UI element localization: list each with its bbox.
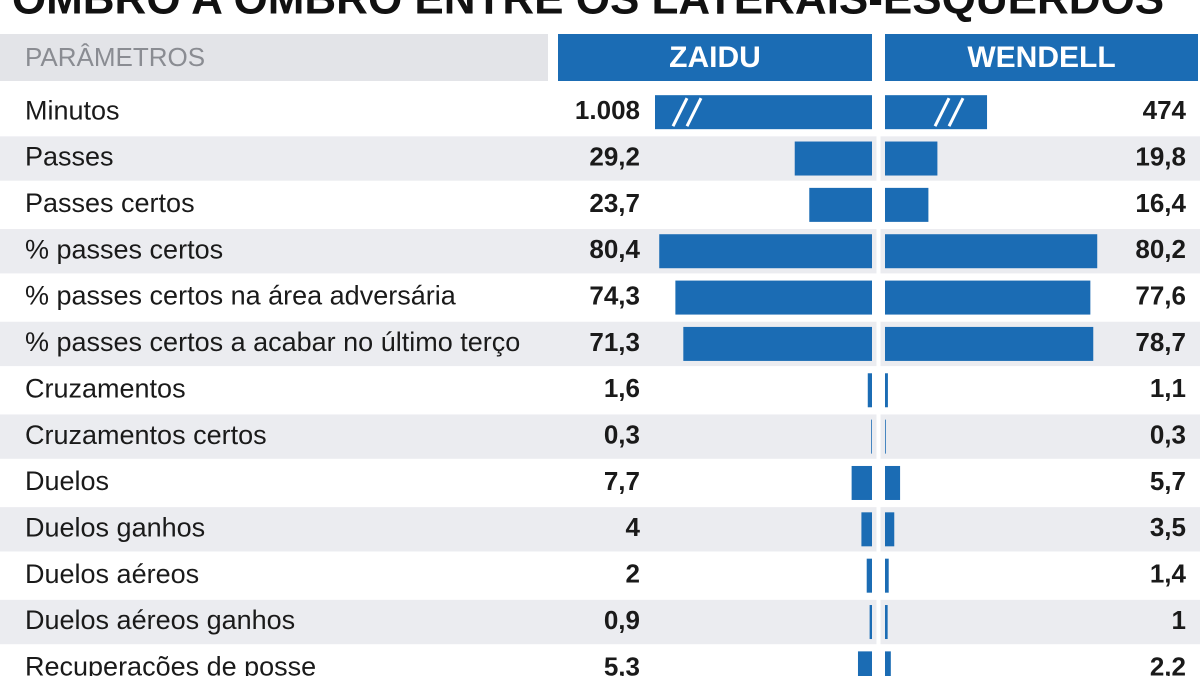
value-label: 77,6 — [1135, 280, 1186, 310]
row-band — [0, 136, 1200, 181]
bar — [851, 465, 872, 500]
bar — [794, 141, 872, 176]
value-label: 0,3 — [604, 420, 640, 450]
categories-title: PARÂMETROS — [25, 42, 205, 72]
category-label: Cruzamentos certos — [25, 420, 267, 450]
value-label: 0,9 — [604, 605, 640, 635]
bar — [655, 95, 872, 130]
bar — [857, 651, 872, 676]
bar — [809, 187, 872, 222]
value-label: 80,2 — [1135, 234, 1186, 264]
value-label: 1,6 — [604, 373, 640, 403]
axis-break — [947, 97, 965, 127]
bar — [861, 512, 872, 547]
axis-break — [671, 97, 689, 127]
value-label: 1,4 — [1150, 559, 1187, 589]
series-header — [558, 34, 872, 81]
value-label: 78,7 — [1135, 327, 1186, 357]
category-label: Duelos aéreos — [25, 559, 199, 589]
category-label: Cruzamentos — [25, 373, 186, 403]
value-label: 29,2 — [589, 141, 640, 171]
value-label: 74,3 — [589, 280, 640, 310]
value-label: 16,4 — [1135, 188, 1186, 218]
axis-break — [685, 97, 703, 127]
value-label: 1,1 — [1150, 373, 1186, 403]
bar — [885, 187, 929, 222]
category-label: Recuperações de posse — [25, 652, 316, 676]
value-label: 80,4 — [589, 234, 640, 264]
category-label: Passes certos — [25, 188, 195, 218]
bar — [885, 512, 895, 547]
category-label: Duelos ganhos — [25, 512, 205, 542]
series-header — [885, 34, 1198, 81]
row-band — [0, 507, 1200, 552]
value-label: 2 — [626, 559, 640, 589]
value-label: 1 — [1172, 605, 1186, 635]
value-label: 4 — [626, 512, 641, 542]
legend-label: ZAIDU — [669, 41, 761, 74]
bar — [885, 651, 891, 676]
value-label: 0,3 — [1150, 420, 1186, 450]
value-label: 7,7 — [604, 466, 640, 496]
row-band — [0, 414, 1200, 459]
bar — [885, 558, 889, 593]
value-label: 1.008 — [575, 95, 640, 125]
bar — [866, 558, 872, 593]
category-label: Passes — [25, 142, 114, 172]
value-label: 71,3 — [589, 327, 640, 357]
value-label: 474 — [1143, 95, 1187, 125]
row-band — [0, 599, 1200, 645]
bar — [885, 465, 901, 500]
bar — [675, 280, 872, 315]
legend-label: WENDELL — [967, 41, 1115, 74]
value-label: 5,7 — [1150, 466, 1186, 496]
bar — [885, 234, 1098, 269]
bar — [867, 373, 872, 408]
bar — [683, 326, 872, 361]
header-band — [0, 34, 548, 81]
category-label: % passes certos na área adversária — [25, 281, 457, 311]
value-label: 5,3 — [604, 651, 640, 676]
bar — [659, 234, 872, 269]
value-label: 19,8 — [1135, 141, 1186, 171]
category-label: Duelos — [25, 466, 109, 496]
bar — [885, 373, 888, 408]
chart-title: OMBRO A OMBRO ENTRE OS LATERAIS-ESQUERDO… — [12, 0, 1164, 24]
bar — [885, 141, 938, 176]
bar — [885, 280, 1091, 315]
value-label: 23,7 — [589, 188, 640, 218]
axis-break — [933, 97, 951, 127]
category-label: Minutos — [25, 95, 120, 125]
bar — [871, 419, 872, 454]
bar — [885, 419, 886, 454]
value-label: 3,5 — [1150, 512, 1186, 542]
bar — [869, 605, 872, 640]
value-label: 2,2 — [1150, 651, 1186, 676]
category-label: % passes certos — [25, 234, 223, 264]
bar — [885, 605, 888, 640]
bar — [885, 326, 1094, 361]
category-label: Duelos aéreos ganhos — [25, 605, 295, 635]
category-label: % passes certos a acabar no último terço — [25, 327, 520, 357]
